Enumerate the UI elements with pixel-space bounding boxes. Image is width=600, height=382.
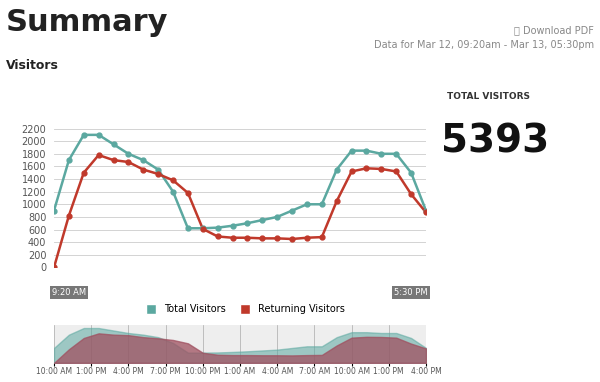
Text: TOTAL VISITORS: TOTAL VISITORS [447, 92, 530, 101]
Text: Summary: Summary [6, 8, 169, 37]
Legend: Total Visitors, Returning Visitors: Total Visitors, Returning Visitors [137, 300, 349, 318]
Text: Visitors: Visitors [6, 59, 59, 72]
Text: Data for Mar 12, 09:20am - Mar 13, 05:30pm: Data for Mar 12, 09:20am - Mar 13, 05:30… [374, 40, 594, 50]
Text: 9:20 AM: 9:20 AM [52, 288, 86, 297]
Text: ⎙ Download PDF: ⎙ Download PDF [514, 25, 594, 35]
Text: 5:30 PM: 5:30 PM [394, 288, 428, 297]
Text: 5393: 5393 [441, 122, 549, 160]
